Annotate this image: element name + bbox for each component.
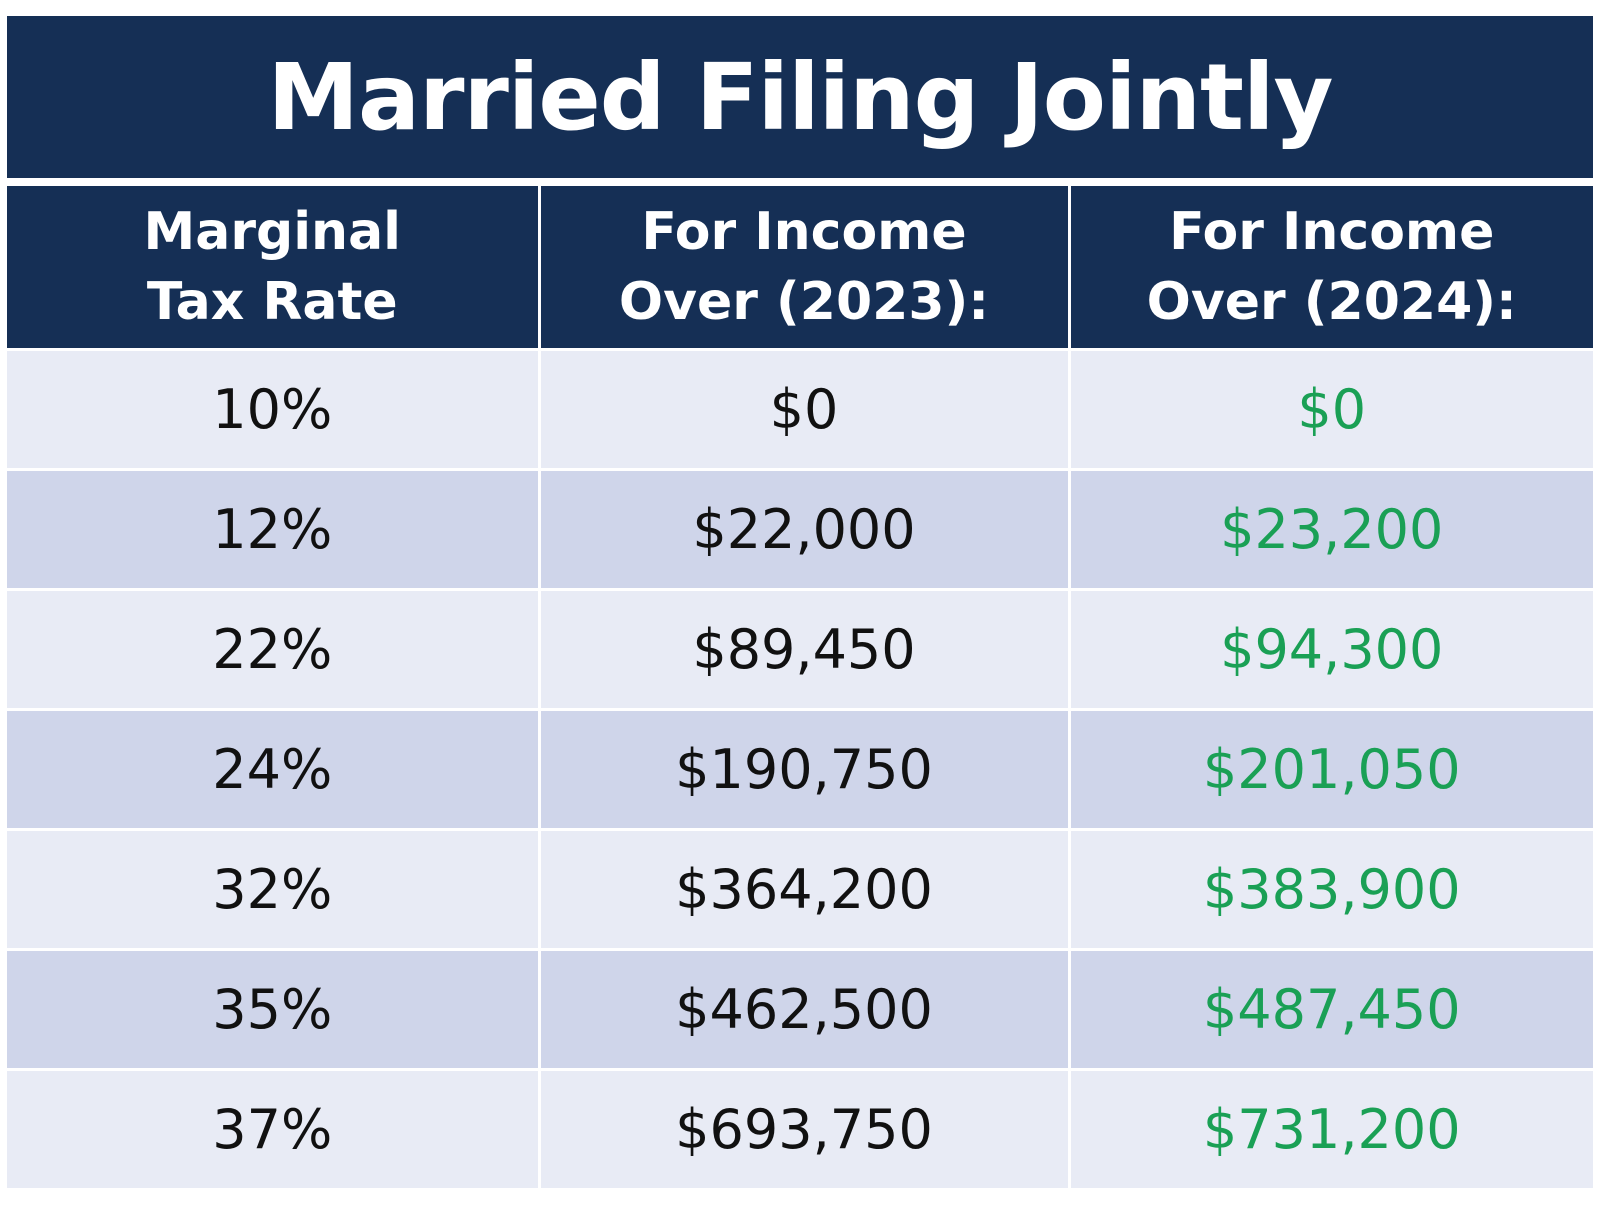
income-2024-cell: $487,450 xyxy=(1067,948,1593,1070)
rate-cell: 37% xyxy=(7,1068,541,1188)
rate-cell: 32% xyxy=(7,828,541,950)
income-2023-cell: $89,450 xyxy=(537,588,1071,710)
table-row: 37% $693,750 $731,200 xyxy=(7,1068,1593,1188)
tax-bracket-table-card: Married Filing Jointly Marginal Tax Rate… xyxy=(7,16,1593,1188)
rate-cell: 12% xyxy=(7,468,541,590)
income-2024-cell: $201,050 xyxy=(1067,708,1593,830)
income-2024-cell: $0 xyxy=(1067,348,1593,470)
table-row: 10% $0 $0 xyxy=(7,348,1593,470)
income-2023-cell: $0 xyxy=(537,348,1071,470)
tax-bracket-table: Marginal Tax Rate For Income Over (2023)… xyxy=(7,186,1593,1188)
header-income-2024: For Income Over (2024): xyxy=(1067,186,1593,351)
table-row: 22% $89,450 $94,300 xyxy=(7,588,1593,710)
table-row: 35% $462,500 $487,450 xyxy=(7,948,1593,1070)
income-2024-cell: $23,200 xyxy=(1067,468,1593,590)
income-2023-cell: $22,000 xyxy=(537,468,1071,590)
rate-cell: 24% xyxy=(7,708,541,830)
header-line: Tax Rate xyxy=(146,272,398,332)
header-line: Over (2023): xyxy=(618,272,990,332)
header-line: Over (2024): xyxy=(1146,272,1517,332)
header-marginal-tax-rate: Marginal Tax Rate xyxy=(7,186,541,351)
title-divider xyxy=(7,178,1593,186)
header-line: For Income xyxy=(641,202,967,262)
table-title: Married Filing Jointly xyxy=(7,16,1593,178)
table-row: 12% $22,000 $23,200 xyxy=(7,468,1593,590)
income-2023-cell: $462,500 xyxy=(537,948,1071,1070)
header-line: For Income xyxy=(1169,202,1495,262)
rate-cell: 10% xyxy=(7,348,541,470)
rate-cell: 35% xyxy=(7,948,541,1070)
table-row: 24% $190,750 $201,050 xyxy=(7,708,1593,830)
income-2024-cell: $731,200 xyxy=(1067,1068,1593,1188)
header-line: Marginal xyxy=(143,202,401,262)
header-income-2023: For Income Over (2023): xyxy=(537,186,1071,351)
income-2023-cell: $190,750 xyxy=(537,708,1071,830)
income-2023-cell: $364,200 xyxy=(537,828,1071,950)
income-2023-cell: $693,750 xyxy=(537,1068,1071,1188)
table-row: 32% $364,200 $383,900 xyxy=(7,828,1593,950)
rate-cell: 22% xyxy=(7,588,541,710)
income-2024-cell: $383,900 xyxy=(1067,828,1593,950)
header-row: Marginal Tax Rate For Income Over (2023)… xyxy=(7,186,1593,351)
income-2024-cell: $94,300 xyxy=(1067,588,1593,710)
